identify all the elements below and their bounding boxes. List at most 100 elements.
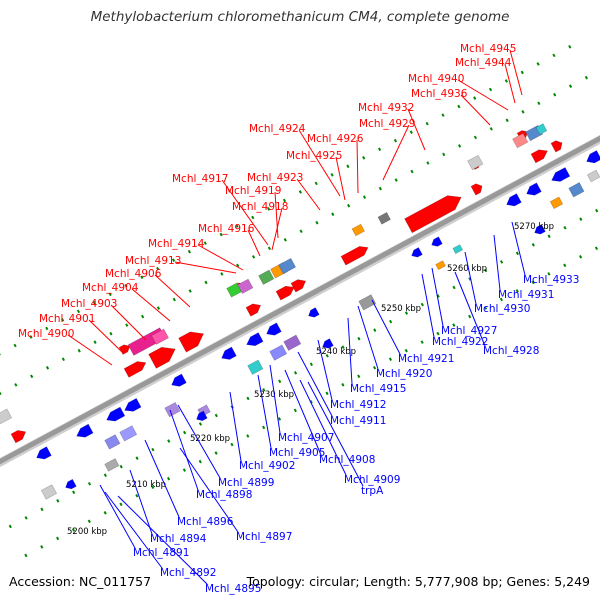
gene-label-reverse: Mchl_4896 bbox=[177, 516, 234, 528]
gene-label-forward: Mchl_4901 bbox=[39, 313, 95, 325]
gene-label-reverse: Mchl_4895 bbox=[205, 583, 261, 595]
forward-gene bbox=[470, 183, 483, 196]
leader-line bbox=[296, 178, 321, 211]
leader-line bbox=[347, 317, 353, 385]
leader-line bbox=[457, 79, 509, 111]
gene-label-reverse: Mchl_4898 bbox=[196, 489, 252, 501]
leader-line bbox=[382, 124, 410, 181]
feature-block bbox=[40, 484, 58, 500]
leader-line bbox=[317, 339, 333, 401]
gene-label-reverse: Mchl_4899 bbox=[218, 477, 274, 489]
gene-label-reverse: Mchl_4897 bbox=[236, 531, 292, 543]
feature-block bbox=[258, 269, 275, 285]
leader-line bbox=[174, 261, 237, 274]
forward-gene bbox=[148, 346, 176, 369]
gene-label-reverse: Mchl_4907 bbox=[278, 432, 334, 444]
feature-block bbox=[119, 425, 138, 442]
reverse-gene bbox=[586, 150, 600, 164]
reverse-gene bbox=[266, 322, 282, 336]
scale-label: 5240 kbp bbox=[316, 347, 356, 357]
reverse-gene bbox=[246, 332, 264, 347]
reverse-gene bbox=[221, 346, 237, 360]
leader-line bbox=[247, 229, 261, 257]
reverse-gene bbox=[106, 406, 126, 422]
leader-line bbox=[335, 156, 346, 201]
leader-line bbox=[129, 469, 153, 535]
gene-label-reverse: Mchl_4927 bbox=[441, 325, 497, 337]
leader-line bbox=[221, 179, 269, 246]
leader-line bbox=[493, 234, 501, 291]
gene-label-forward: Mchl_4918 bbox=[232, 201, 288, 213]
leader-line bbox=[371, 299, 401, 355]
leader-line bbox=[454, 271, 486, 347]
leader-line bbox=[154, 274, 191, 308]
reverse-gene bbox=[171, 373, 187, 387]
reverse-gene bbox=[534, 224, 546, 235]
leader-line bbox=[197, 244, 244, 271]
forward-gene bbox=[404, 195, 462, 234]
topology-text: Topology: circular; Length: 5,777,908 bp… bbox=[246, 574, 590, 589]
scale-label: 5220 kbp bbox=[190, 434, 230, 444]
reverse-gene bbox=[551, 167, 571, 182]
feature-block bbox=[104, 458, 120, 472]
leader-line bbox=[297, 351, 333, 417]
feature-block bbox=[467, 154, 484, 171]
feature-block bbox=[278, 257, 297, 275]
gene-label-reverse: Mchl_4920 bbox=[376, 368, 432, 380]
forward-gene bbox=[245, 303, 262, 317]
leader-line bbox=[169, 409, 199, 491]
leader-line bbox=[177, 404, 221, 479]
map-title: Methylobacterium chloromethanicum CM4, c… bbox=[90, 9, 510, 25]
feature-block bbox=[549, 196, 564, 210]
feature-block bbox=[452, 244, 464, 255]
feature-block bbox=[512, 132, 529, 149]
gene-label-reverse: Mchl_4891 bbox=[133, 547, 189, 559]
feature-block bbox=[237, 278, 254, 294]
leader-line bbox=[144, 439, 180, 518]
gene-label-reverse: Mchl_4902 bbox=[239, 460, 295, 472]
leader-line bbox=[357, 305, 379, 370]
reverse-gene bbox=[322, 338, 334, 349]
forward-gene bbox=[530, 149, 548, 164]
leader-line bbox=[464, 251, 477, 305]
leader-line bbox=[298, 129, 341, 197]
gene-label-forward: Mchl_4925 bbox=[286, 150, 342, 162]
forward-gene bbox=[123, 361, 147, 378]
gene-label-forward: Mchl_4914 bbox=[148, 238, 205, 250]
feature-block bbox=[0, 408, 13, 425]
feature-block bbox=[377, 212, 391, 225]
leader-line bbox=[257, 374, 272, 449]
leader-line bbox=[229, 391, 242, 462]
gene-label-reverse: Mchl_4912 bbox=[330, 399, 386, 411]
gene-label-forward: Mchl_4924 bbox=[249, 123, 306, 135]
gene-label-reverse: Mchl_4930 bbox=[474, 303, 530, 315]
feature-block bbox=[358, 294, 377, 311]
feature-block bbox=[151, 328, 169, 345]
gene-label-reverse: Mchl_4905 bbox=[269, 447, 325, 459]
scale-label: 5260 kbp bbox=[447, 264, 487, 274]
reverse-gene bbox=[308, 307, 320, 318]
reverse-gene bbox=[76, 423, 94, 438]
gene-label-forward: Mchl_4919 bbox=[225, 185, 281, 197]
leader-line bbox=[431, 267, 444, 327]
gene-label-reverse: Mchl_4894 bbox=[150, 533, 207, 545]
forward-gene bbox=[290, 279, 307, 293]
gene-label-reverse: Mchl_4915 bbox=[350, 383, 406, 395]
reverse-gene bbox=[411, 247, 423, 258]
gene-label-forward: Mchl_4936 bbox=[411, 88, 468, 100]
feature-block bbox=[283, 334, 302, 351]
feature-block bbox=[586, 169, 600, 183]
reverse-gene bbox=[65, 478, 77, 490]
leader-line bbox=[460, 94, 491, 126]
gene-label-forward: Mchl_4906 bbox=[105, 268, 162, 280]
scale-label: 5200 kbp bbox=[67, 527, 107, 537]
feature-block bbox=[104, 434, 121, 450]
reverse-gene bbox=[431, 236, 443, 247]
scale-label: 5250 kbp bbox=[381, 304, 421, 314]
leader-line bbox=[269, 364, 281, 434]
leader-line bbox=[511, 221, 526, 276]
reverse-gene bbox=[36, 446, 52, 460]
forward-gene bbox=[550, 140, 563, 153]
